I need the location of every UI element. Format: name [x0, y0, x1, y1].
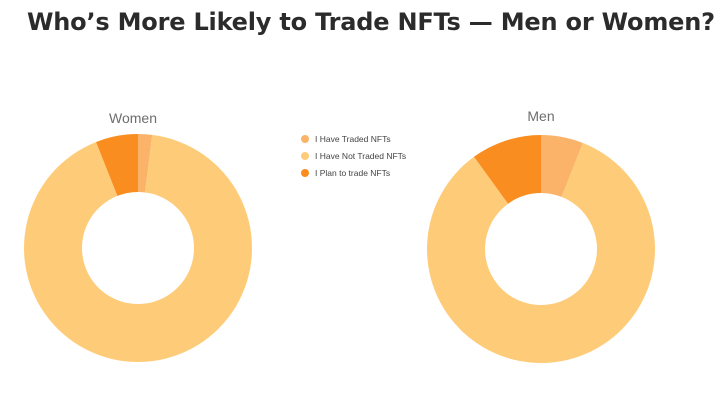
legend-item-traded[interactable]: I Have Traded NFTs [301, 134, 391, 144]
donut-chart-women: Women [23, 110, 252, 363]
legend-label-not-traded: I Have Not Traded NFTs [315, 151, 406, 161]
chart-label-women: Women [109, 110, 157, 126]
page-title: Who’s More Likely to Trade NFTs — Men or… [27, 8, 715, 36]
donut-slice-men-plan[interactable] [473, 135, 541, 204]
donut-slice-men-not-traded[interactable] [427, 143, 655, 363]
chart-label-men: Men [527, 108, 554, 124]
donut-slice-women-plan[interactable] [96, 134, 138, 196]
donut-chart-men: Men [427, 108, 655, 363]
legend-swatch-traded [301, 135, 309, 143]
slices-men [427, 135, 655, 363]
legend-swatch-not-traded [301, 152, 309, 160]
donut-slice-women-not-traded[interactable] [23, 134, 252, 363]
legend-label-plan: I Plan to trade NFTs [315, 168, 390, 178]
donut-slice-men-traded[interactable] [541, 135, 583, 197]
legend-swatch-plan [301, 169, 309, 177]
slices-women [23, 134, 252, 363]
legend-label-traded: I Have Traded NFTs [315, 134, 391, 144]
legend-item-not-traded[interactable]: I Have Not Traded NFTs [301, 151, 406, 161]
legend-item-plan[interactable]: I Plan to trade NFTs [301, 168, 390, 178]
legend: I Have Traded NFTs I Have Not Traded NFT… [301, 134, 406, 178]
donut-slice-women-traded[interactable] [138, 134, 153, 193]
